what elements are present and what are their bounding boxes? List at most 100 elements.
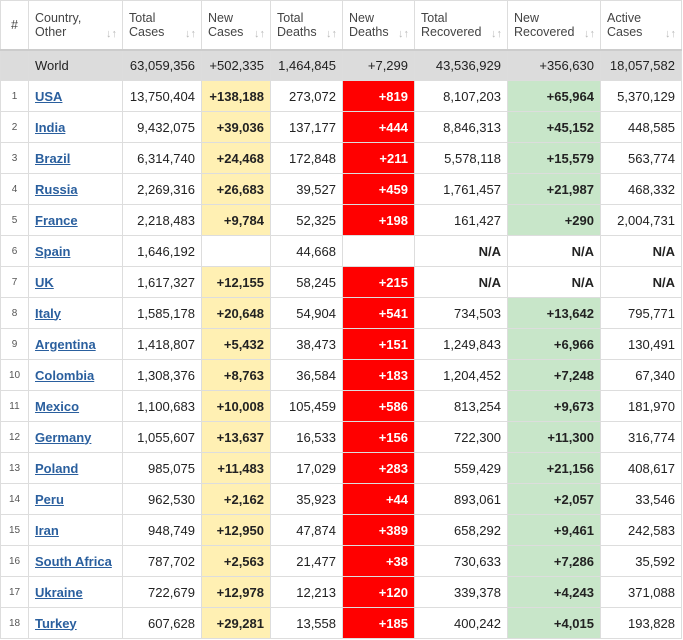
country-row: 1 USA 13,750,404 +138,188 273,072 +819 8,107,2…	[0, 80, 682, 112]
country-link[interactable]: Russia	[35, 181, 78, 197]
cell: +215	[342, 266, 415, 298]
country-link[interactable]: Poland	[35, 460, 79, 476]
cell: 2	[0, 111, 29, 143]
country-link[interactable]: Argentina	[35, 336, 96, 352]
cell: +444	[342, 111, 415, 143]
cell: 17,029	[270, 452, 343, 484]
cell: +44	[342, 483, 415, 515]
cell: 39,527	[270, 173, 343, 205]
cell: 13,558	[270, 607, 343, 639]
country-row: 17 Ukraine 722,679 +12,978 12,213 +120 339,378…	[0, 576, 682, 608]
cell: 18,057,582	[600, 49, 682, 81]
cell: 130,491	[600, 328, 682, 360]
header-text: #	[11, 18, 18, 32]
cell: 58,245	[270, 266, 343, 298]
country-link[interactable]: USA	[35, 88, 63, 104]
cell: +12,978	[201, 576, 271, 608]
cell: 172,848	[270, 142, 343, 174]
column-header[interactable]: Total Deaths ↓↑	[270, 0, 343, 51]
country-row: 11 Mexico 1,100,683 +10,008 105,459 +586 813,2…	[0, 390, 682, 422]
cell: 316,774	[600, 421, 682, 453]
cell: +586	[342, 390, 415, 422]
country-link[interactable]: Colombia	[35, 367, 95, 383]
cell: +8,763	[201, 359, 271, 391]
column-header[interactable]: Total Recovered ↓↑	[414, 0, 508, 51]
cell: 5	[0, 204, 29, 236]
cell: +283	[342, 452, 415, 484]
country-row: 8 Italy 1,585,178 +20,648 54,904 +541 734,503 +…	[0, 297, 682, 329]
cell: 1,761,457	[414, 173, 508, 205]
cell: 12	[0, 421, 29, 453]
country-link[interactable]: India	[35, 119, 66, 135]
country-row: 9 Argentina 1,418,807 +5,432 38,473 +151 1,249…	[0, 328, 682, 360]
cell: N/A	[414, 266, 508, 298]
header-text: Total	[421, 11, 448, 25]
country-link[interactable]: Peru	[35, 491, 64, 507]
cell: 985,075	[122, 452, 202, 484]
country-link[interactable]: France	[35, 212, 78, 228]
column-header[interactable]: New Cases ↓↑	[201, 0, 271, 51]
country-link[interactable]: South Africa	[35, 553, 112, 569]
cell: +2,162	[201, 483, 271, 515]
cell: Argentina	[28, 328, 123, 360]
cell: Poland	[28, 452, 123, 484]
column-header[interactable]: New Deaths ↓↑	[342, 0, 415, 51]
country-link[interactable]: Iran	[35, 522, 59, 538]
cell: +151	[342, 328, 415, 360]
column-header[interactable]: Active Cases ↓↑	[600, 0, 682, 51]
cell	[342, 235, 415, 267]
column-header[interactable]: Total Cases ↓↑	[122, 0, 202, 51]
country-link[interactable]: Italy	[35, 305, 62, 321]
sort-icon[interactable]: ↓↑	[584, 28, 595, 40]
cell: 787,702	[122, 545, 202, 577]
country-link[interactable]: UK	[35, 274, 54, 290]
country-link[interactable]: Ukraine	[35, 584, 83, 600]
country-link[interactable]: Germany	[35, 429, 92, 445]
cell: +21,987	[507, 173, 601, 205]
cell: 5,578,118	[414, 142, 508, 174]
cell: +4,243	[507, 576, 601, 608]
cell: +541	[342, 297, 415, 329]
column-header[interactable]: Country, Other ↓↑	[28, 0, 123, 51]
country-link[interactable]: Spain	[35, 243, 71, 259]
cell: +183	[342, 359, 415, 391]
sort-icon[interactable]: ↓↑	[185, 28, 196, 40]
cell: 795,771	[600, 297, 682, 329]
sort-icon[interactable]: ↓↑	[398, 28, 409, 40]
sort-icon[interactable]: ↓↑	[665, 28, 676, 40]
cell: 962,530	[122, 483, 202, 515]
cell: 8	[0, 297, 29, 329]
sort-icon[interactable]: ↓↑	[326, 28, 337, 40]
sort-icon[interactable]: ↓↑	[106, 28, 117, 40]
cell: Ukraine	[28, 576, 123, 608]
header-text: Recovered	[421, 25, 482, 39]
country-link[interactable]: Mexico	[35, 398, 80, 414]
sort-icon[interactable]: ↓↑	[254, 28, 265, 40]
cell: +389	[342, 514, 415, 546]
cell: 43,536,929	[414, 49, 508, 81]
country-row: 18 Turkey 607,628 +29,281 13,558 +185 400,242 +…	[0, 607, 682, 639]
cell: 3	[0, 142, 29, 174]
cell: +7,286	[507, 545, 601, 577]
cell: 161,427	[414, 204, 508, 236]
header-text: New	[349, 11, 375, 25]
header-text: Cases	[208, 25, 244, 39]
cell: 448,585	[600, 111, 682, 143]
cell: Colombia	[28, 359, 123, 391]
sort-icon[interactable]: ↓↑	[491, 28, 502, 40]
cell: +13,637	[201, 421, 271, 453]
cell: 38,473	[270, 328, 343, 360]
cell: +7,248	[507, 359, 601, 391]
cell: 1	[0, 80, 29, 112]
cell: N/A	[414, 235, 508, 267]
column-header[interactable]: New Recovered ↓↑	[507, 0, 601, 51]
country-row: 12 Germany 1,055,607 +13,637 16,533 +156 722,3…	[0, 421, 682, 453]
cell: N/A	[507, 266, 601, 298]
cell: 18	[0, 607, 29, 639]
cell: 7	[0, 266, 29, 298]
cell: 893,061	[414, 483, 508, 515]
cell: 948,749	[122, 514, 202, 546]
country-link[interactable]: Brazil	[35, 150, 71, 166]
country-link[interactable]: Turkey	[35, 615, 77, 631]
